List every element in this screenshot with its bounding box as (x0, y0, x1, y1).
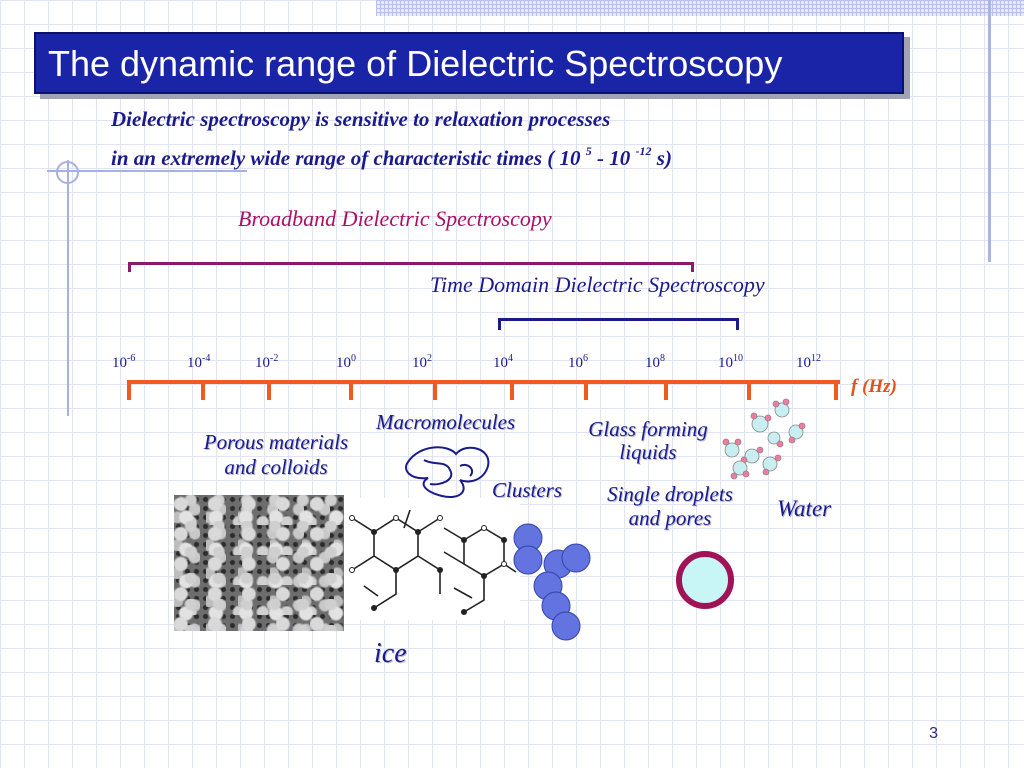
tick-base: 10 (112, 355, 127, 371)
tick-exponent: 6 (583, 353, 588, 364)
guide-line-horizontal (47, 170, 247, 172)
tick-exponent: 2 (427, 353, 432, 364)
frequency-tick-label: 10-2 (255, 353, 278, 372)
intro-line-2-middle: - 10 (591, 146, 636, 170)
slide-title: The dynamic range of Dielectric Spectros… (48, 43, 783, 84)
frequency-tick-label: 108 (645, 353, 665, 372)
water-label: Water (777, 496, 832, 521)
droplet-pore-icon (676, 551, 734, 609)
frequency-tick (584, 380, 588, 400)
frequency-axis (127, 380, 840, 384)
frequency-tick-label: 1010 (718, 353, 743, 372)
porous-materials-label: Porous materials and colloids (186, 430, 366, 480)
guide-circle (56, 161, 79, 184)
frequency-tick-label: 100 (336, 353, 356, 372)
porous-label-line-2: and colloids (224, 455, 328, 479)
guide-line-vertical (67, 160, 69, 416)
frequency-tick (510, 380, 514, 400)
tick-base: 10 (645, 355, 660, 371)
porous-label-line-1: Porous materials (203, 430, 349, 454)
tick-base: 10 (718, 355, 733, 371)
frequency-tick (201, 380, 205, 400)
ice-lattice-diagram (344, 498, 520, 620)
frequency-tick (747, 380, 751, 400)
frequency-tick-label: 1012 (796, 353, 821, 372)
right-decoration-line (988, 0, 991, 262)
page-number: 3 (929, 725, 938, 742)
frequency-tick (664, 380, 668, 400)
tick-exponent: 0 (351, 353, 356, 364)
frequency-tick (433, 380, 437, 400)
time-domain-bracket (498, 318, 739, 330)
intro-exponent-1: 5 (585, 144, 592, 158)
tick-exponent: 4 (508, 353, 513, 364)
intro-text: Dielectric spectroscopy is sensitive to … (111, 102, 672, 175)
tick-base: 10 (336, 355, 351, 371)
time-domain-label: Time Domain Dielectric Spectroscopy (430, 272, 765, 297)
frequency-tick-label: 10-6 (112, 353, 135, 372)
porous-material-micrograph (174, 495, 344, 631)
macromolecules-label: Macromolecules (376, 410, 516, 434)
tick-base: 10 (255, 355, 270, 371)
frequency-tick (349, 380, 353, 400)
tick-base: 10 (412, 355, 427, 371)
frequency-tick-label: 102 (412, 353, 432, 372)
top-decoration-bar (376, 0, 1024, 16)
droplets-label-line-2: and pores (628, 506, 712, 530)
ice-label: ice (374, 638, 407, 669)
axis-unit-label: f (Hz) (851, 376, 897, 397)
intro-line-2-prefix: in an extremely wide range of characteri… (111, 146, 586, 170)
glass-forming-label: Glass forming liquids (568, 418, 728, 464)
water-molecules-icon (722, 398, 806, 480)
intro-line-2-suffix: s) (651, 146, 672, 170)
intro-exponent-2: -12 (635, 144, 652, 158)
tick-base: 10 (568, 355, 583, 371)
frequency-tick-label: 10-4 (187, 353, 210, 372)
tick-exponent: 8 (660, 353, 665, 364)
tick-exponent: 10 (733, 353, 743, 364)
frequency-tick-label: 106 (568, 353, 588, 372)
tick-exponent: -6 (127, 353, 136, 364)
tick-base: 10 (493, 355, 508, 371)
intro-line-1: Dielectric spectroscopy is sensitive to … (111, 107, 611, 131)
tick-exponent: 12 (811, 353, 821, 364)
tick-base: 10 (796, 355, 811, 371)
single-droplets-label: Single droplets and pores (588, 482, 752, 530)
tick-exponent: -4 (202, 353, 211, 364)
frequency-tick (127, 380, 131, 400)
broadband-bracket (128, 262, 694, 272)
clusters-spheres (513, 523, 591, 641)
glass-label-line-1: Glass forming (588, 417, 708, 441)
broadband-label: Broadband Dielectric Spectroscopy (238, 206, 552, 231)
frequency-tick-label: 104 (493, 353, 513, 372)
glass-label-line-2: liquids (619, 440, 677, 464)
frequency-tick (834, 380, 838, 400)
macromolecule-coil-icon (405, 446, 490, 498)
frequency-tick (267, 380, 271, 400)
tick-base: 10 (187, 355, 202, 371)
tick-exponent: -2 (270, 353, 279, 364)
intro-line-2: in an extremely wide range of characteri… (111, 136, 672, 175)
title-box (34, 32, 904, 94)
droplets-label-line-1: Single droplets (607, 482, 733, 506)
